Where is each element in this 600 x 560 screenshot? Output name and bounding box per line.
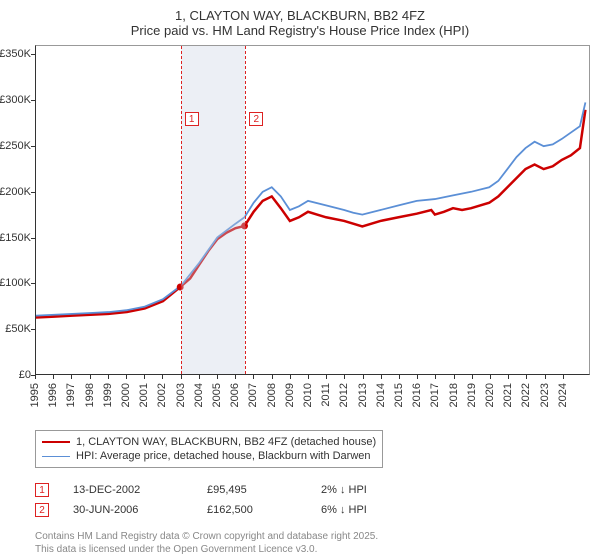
transaction-pct: 6% ↓ HPI [321, 504, 441, 516]
x-tick-label: 2012 [338, 383, 350, 407]
x-tick-label: 1998 [84, 383, 96, 407]
x-tick-label: 2016 [411, 383, 423, 407]
transaction-price: £162,500 [207, 504, 297, 516]
x-tick-label: 2003 [175, 383, 187, 407]
chart-svg [36, 46, 589, 374]
chart-plot-area: 12 [35, 45, 590, 375]
x-tick-label: 2018 [448, 383, 460, 407]
legend-item: HPI: Average price, detached house, Blac… [42, 449, 376, 463]
y-tick-label: £350K [0, 48, 31, 60]
title-line2: Price paid vs. HM Land Registry's House … [0, 23, 600, 38]
sale-period-band [181, 46, 246, 374]
x-tick-label: 1997 [65, 383, 77, 407]
sale-marker: 1 [185, 112, 199, 126]
legend-swatch [42, 456, 70, 457]
transaction-marker: 2 [35, 503, 49, 517]
x-tick-label: 1996 [47, 383, 59, 407]
x-tick-label: 2001 [138, 383, 150, 407]
sale-vline [245, 46, 246, 374]
legend: 1, CLAYTON WAY, BLACKBURN, BB2 4FZ (deta… [35, 430, 590, 468]
x-tick-label: 2024 [557, 383, 569, 407]
sale-marker: 2 [249, 112, 263, 126]
chart-title: 1, CLAYTON WAY, BLACKBURN, BB2 4FZ Price… [0, 0, 600, 40]
x-tick-label: 2014 [375, 383, 387, 407]
legend-label: 1, CLAYTON WAY, BLACKBURN, BB2 4FZ (deta… [76, 436, 376, 448]
x-tick-label: 2005 [211, 383, 223, 407]
transaction-price: £95,495 [207, 484, 297, 496]
x-tick-label: 2006 [229, 383, 241, 407]
legend-label: HPI: Average price, detached house, Blac… [76, 450, 371, 462]
x-tick-label: 2020 [484, 383, 496, 407]
x-tick-label: 2008 [266, 383, 278, 407]
y-tick-label: £250K [0, 140, 31, 152]
transaction-table: 1 13-DEC-2002 £95,495 2% ↓ HPI 2 30-JUN-2006 £… [35, 480, 590, 520]
x-tick-label: 2000 [120, 383, 132, 407]
series-price_paid [36, 110, 585, 318]
y-tick-label: £200K [0, 186, 31, 198]
legend-item: 1, CLAYTON WAY, BLACKBURN, BB2 4FZ (deta… [42, 435, 376, 449]
x-tick-label: 2013 [357, 383, 369, 407]
transaction-date: 13-DEC-2002 [73, 484, 183, 496]
y-tick-label: £50K [5, 323, 31, 335]
x-tick-label: 2023 [539, 383, 551, 407]
y-tick-label: £150K [0, 232, 31, 244]
y-axis-labels: £0£50K£100K£150K£200K£250K£300K£350K [0, 45, 33, 375]
y-tick-label: £0 [19, 369, 31, 381]
y-tick-label: £100K [0, 277, 31, 289]
x-tick-label: 2010 [302, 383, 314, 407]
footer-line2: This data is licensed under the Open Gov… [35, 544, 590, 557]
x-tick-label: 2011 [320, 383, 332, 407]
transaction-date: 30-JUN-2006 [73, 504, 183, 516]
transaction-marker: 1 [35, 483, 49, 497]
sale-vline [181, 46, 182, 374]
transaction-pct: 2% ↓ HPI [321, 484, 441, 496]
x-tick-label: 2017 [429, 383, 441, 407]
x-tick-label: 2019 [466, 383, 478, 407]
x-tick-label: 2015 [393, 383, 405, 407]
y-tick-label: £300K [0, 94, 31, 106]
x-axis-labels: 1995199619971998199920002001200220032004… [35, 377, 590, 425]
x-tick-label: 2004 [193, 383, 205, 407]
legend-box: 1, CLAYTON WAY, BLACKBURN, BB2 4FZ (deta… [35, 430, 383, 468]
x-tick-label: 2002 [156, 383, 168, 407]
footer-line1: Contains HM Land Registry data © Crown c… [35, 531, 590, 544]
x-tick-label: 2021 [502, 383, 514, 407]
transaction-row: 2 30-JUN-2006 £162,500 6% ↓ HPI [35, 500, 590, 520]
x-tick-label: 2009 [284, 383, 296, 407]
x-tick-label: 1995 [29, 383, 41, 407]
footer-attribution: Contains HM Land Registry data © Crown c… [35, 531, 590, 556]
title-line1: 1, CLAYTON WAY, BLACKBURN, BB2 4FZ [0, 8, 600, 23]
x-tick-label: 2007 [247, 383, 259, 407]
series-hpi [36, 102, 585, 315]
transaction-row: 1 13-DEC-2002 £95,495 2% ↓ HPI [35, 480, 590, 500]
x-tick-label: 1999 [102, 383, 114, 407]
x-tick-label: 2022 [520, 383, 532, 407]
legend-swatch [42, 441, 70, 443]
